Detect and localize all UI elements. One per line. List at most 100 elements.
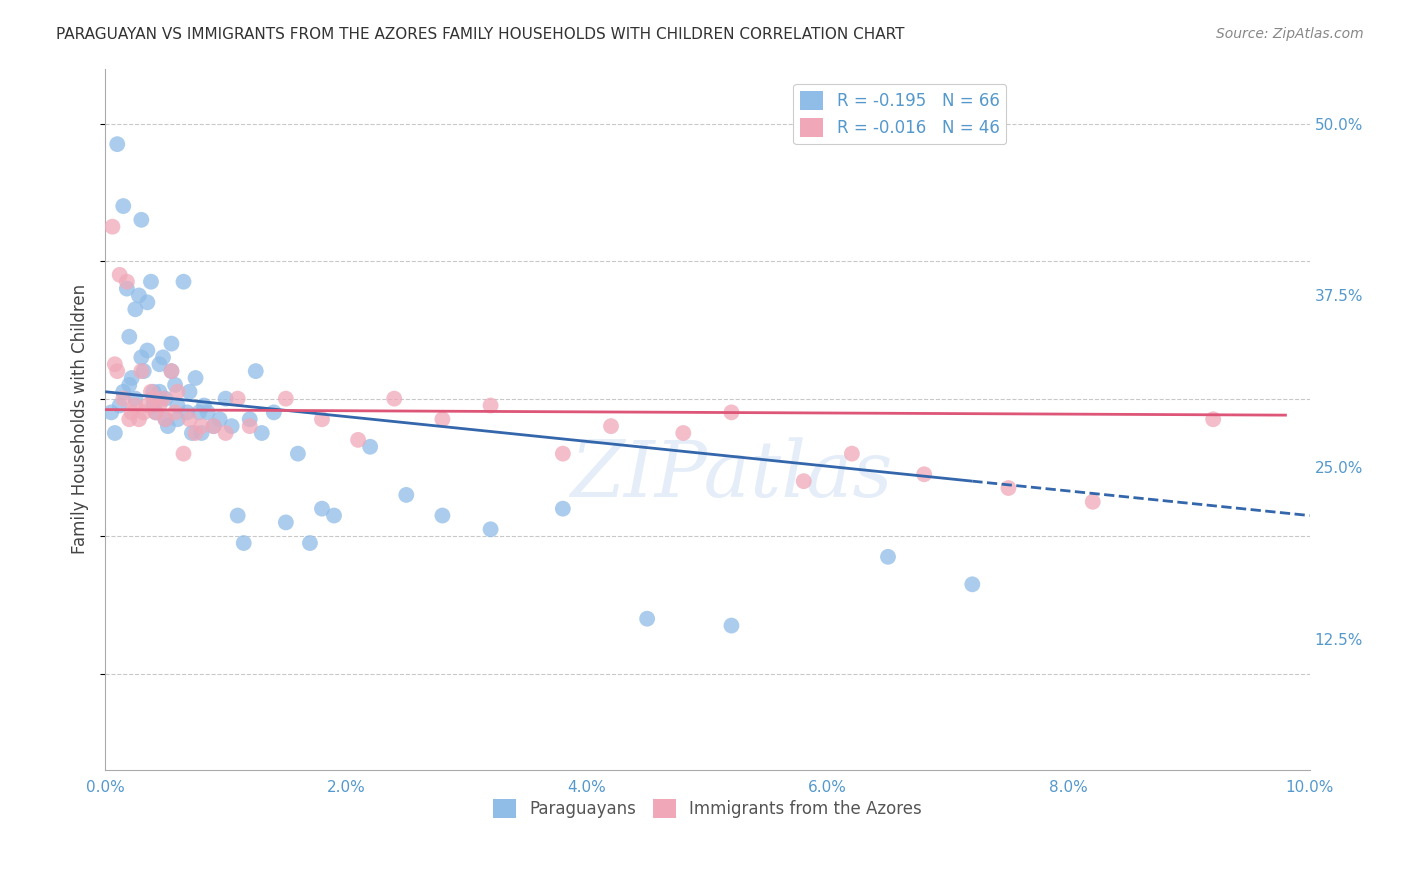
Point	[250, 425, 273, 440]
Point	[432, 412, 454, 426]
Point	[108, 399, 131, 413]
Point	[274, 516, 297, 530]
Point	[962, 577, 984, 591]
Point	[173, 447, 195, 461]
Point	[118, 330, 141, 344]
Point	[245, 364, 267, 378]
Point	[184, 371, 207, 385]
Point	[166, 384, 188, 399]
Point	[298, 536, 321, 550]
Text: ZIPatlas: ZIPatlas	[571, 437, 893, 514]
Y-axis label: Family Households with Children: Family Households with Children	[72, 285, 89, 554]
Text: PARAGUAYAN VS IMMIGRANTS FROM THE AZORES FAMILY HOUSEHOLDS WITH CHILDREN CORRELA: PARAGUAYAN VS IMMIGRANTS FROM THE AZORES…	[56, 27, 904, 42]
Point	[112, 392, 135, 406]
Point	[202, 419, 225, 434]
Point	[136, 295, 159, 310]
Point	[108, 268, 131, 282]
Point	[104, 425, 127, 440]
Point	[226, 508, 249, 523]
Point	[1202, 412, 1225, 426]
Point	[105, 137, 128, 152]
Point	[115, 282, 138, 296]
Point	[551, 501, 574, 516]
Point	[160, 336, 183, 351]
Point	[214, 425, 236, 440]
Point	[636, 612, 658, 626]
Point	[155, 412, 177, 426]
Point	[131, 351, 153, 365]
Point	[432, 508, 454, 523]
Point	[208, 412, 231, 426]
Point	[166, 412, 188, 426]
Point	[479, 399, 502, 413]
Point	[128, 288, 150, 302]
Point	[176, 405, 198, 419]
Point	[156, 419, 179, 434]
Point	[188, 405, 211, 419]
Text: Source: ZipAtlas.com: Source: ZipAtlas.com	[1216, 27, 1364, 41]
Point	[152, 351, 174, 365]
Point	[148, 399, 170, 413]
Point	[793, 474, 815, 488]
Point	[239, 419, 262, 434]
Point	[104, 357, 127, 371]
Point	[165, 377, 187, 392]
Point	[139, 275, 162, 289]
Point	[173, 275, 195, 289]
Point	[131, 212, 153, 227]
Point	[121, 405, 143, 419]
Point	[912, 467, 935, 482]
Point	[128, 412, 150, 426]
Point	[139, 384, 162, 399]
Point	[395, 488, 418, 502]
Point	[124, 302, 146, 317]
Point	[221, 419, 243, 434]
Point	[155, 412, 177, 426]
Point	[347, 433, 370, 447]
Point	[179, 384, 201, 399]
Point	[1081, 495, 1104, 509]
Point	[720, 618, 742, 632]
Point	[672, 425, 695, 440]
Point	[105, 364, 128, 378]
Point	[118, 412, 141, 426]
Point	[145, 405, 167, 419]
Point	[877, 549, 900, 564]
Point	[152, 392, 174, 406]
Point	[202, 419, 225, 434]
Point	[124, 392, 146, 406]
Point	[124, 399, 146, 413]
Point	[160, 364, 183, 378]
Point	[136, 399, 159, 413]
Point	[131, 364, 153, 378]
Point	[274, 392, 297, 406]
Point	[551, 447, 574, 461]
Point	[197, 405, 219, 419]
Point	[190, 425, 212, 440]
Point	[112, 199, 135, 213]
Point	[184, 425, 207, 440]
Point	[115, 275, 138, 289]
Point	[193, 399, 215, 413]
Point	[118, 377, 141, 392]
Point	[600, 419, 623, 434]
Point	[148, 384, 170, 399]
Point	[179, 412, 201, 426]
Point	[720, 405, 742, 419]
Point	[132, 364, 155, 378]
Point	[121, 371, 143, 385]
Point	[145, 405, 167, 419]
Legend: Paraguayans, Immigrants from the Azores: Paraguayans, Immigrants from the Azores	[486, 792, 929, 825]
Point	[263, 405, 285, 419]
Point	[841, 447, 863, 461]
Point	[136, 343, 159, 358]
Point	[100, 405, 122, 419]
Point	[166, 399, 188, 413]
Point	[142, 384, 165, 399]
Point	[112, 384, 135, 399]
Point	[155, 392, 177, 406]
Point	[148, 357, 170, 371]
Point	[165, 405, 187, 419]
Point	[181, 425, 204, 440]
Point	[382, 392, 405, 406]
